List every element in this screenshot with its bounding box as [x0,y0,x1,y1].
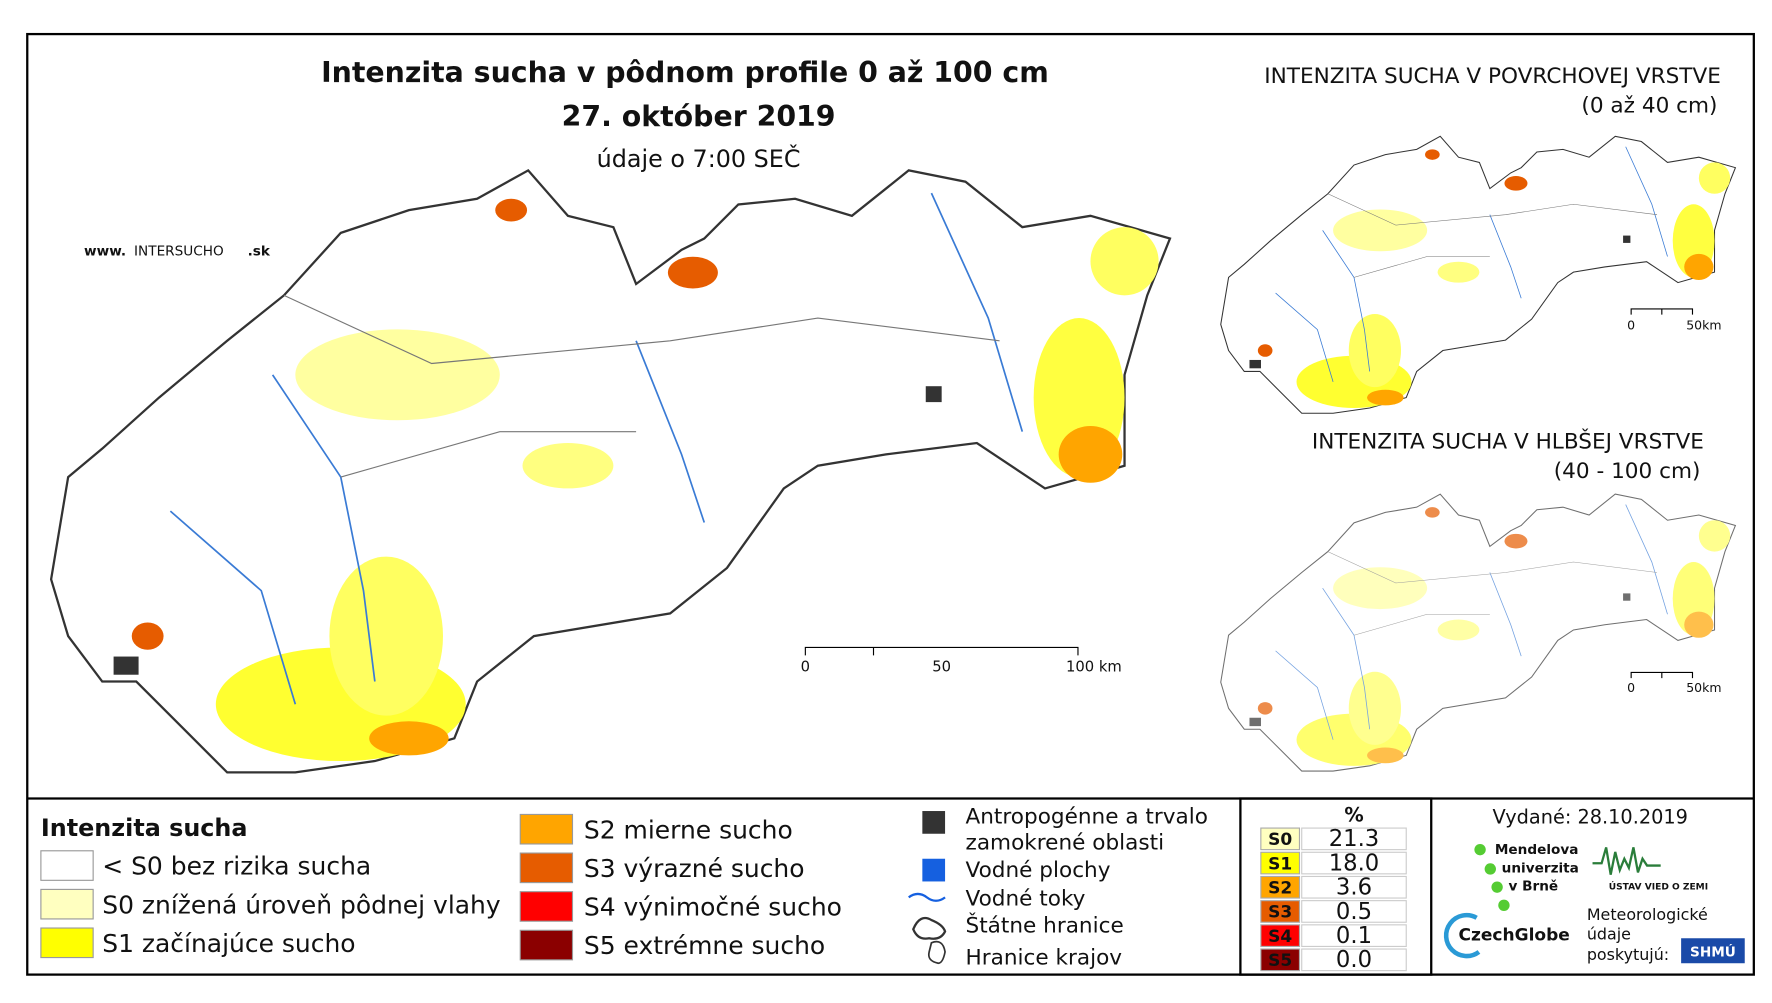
website-suffix: .sk [248,244,271,260]
class-label: S4 [1268,927,1292,947]
legend-swatch [519,891,574,922]
inset-title: INTENZITA SUCHA V POVRCHOVEJ VRSTVE [1264,64,1721,89]
percent-value: 0.0 [1336,947,1372,973]
class-cell [1260,900,1301,923]
website-prefix: www. [84,244,126,260]
legend-label: Vodné plochy [966,858,1111,883]
date: 27. október 2019 [562,100,836,133]
inset-map-surface [1221,136,1736,413]
legend-label: S4 výnimočné sucho [584,893,842,922]
legend-swatch [519,813,574,845]
value-cell [1301,851,1407,875]
scale-label: 50km [1686,317,1721,332]
main-map [51,170,1170,772]
scale-label: 100 km [1066,658,1122,675]
class-label: S3 [1268,903,1292,923]
value-cell [1301,924,1407,947]
legend-swatch [40,927,94,959]
scale-label: 0 [1627,680,1635,695]
website-name: INTERSUCHO [134,244,224,260]
inset-title: INTENZITA SUCHA V HLBŠEJ VRSTVE [1312,429,1704,455]
value-cell [1301,827,1407,851]
value-cell [1301,900,1407,923]
mendel-line: v Brně [1508,879,1558,895]
legend-label: < S0 bez rizika sucha [102,852,371,881]
inset-map-deep [1221,494,1736,771]
inset-subtitle: (0 až 40 cm) [1581,93,1717,118]
legend-label: Hranice krajov [966,945,1123,970]
legend-swatch [519,852,574,884]
percent-table: % S0 21.3 S1 18.0 S2 3.6 S3 0.5 S4 0.1 S5 0.0 [1239,797,1433,976]
frame [26,32,1755,976]
legend-label: Štátne hranice [966,913,1124,939]
scale-label: 0 [801,658,810,675]
legend-label: Vodné toky [966,886,1086,911]
mendel-line: univerzita [1502,860,1579,876]
class-label: S2 [1268,878,1292,898]
legend-label: S5 extrémne sucho [584,931,825,960]
legend-label: S3 výrazné sucho [584,854,805,883]
class-label: S5 [1268,951,1292,971]
mendel-line: Mendelova [1495,842,1579,858]
class-cell [1260,851,1301,875]
time: údaje o 7:00 SEČ [597,145,801,173]
legend-title: Intenzita sucha [41,814,248,842]
class-cell [1260,875,1301,899]
scale-label: 0 [1627,317,1635,332]
class-label: S0 [1268,830,1292,850]
legend-label: zamokrené oblasti [966,831,1165,856]
class-cell [1260,827,1301,851]
uvz-logo: ÚSTAV VIED O ZEMI [1609,880,1708,892]
value-cell [1301,875,1407,899]
scale-bar: 0 50 100 km [801,646,1122,675]
class-label: S1 [1268,854,1292,874]
scale-label: 50 [932,658,951,675]
met-line: údaje [1587,924,1631,943]
percent-value: 0.5 [1336,899,1372,925]
percent-value: 18.0 [1329,850,1380,876]
class-cell [1260,948,1301,972]
legend-label: S0 znížená úroveň pôdnej vlahy [102,890,501,919]
shmu-logo: SHMÚ [1690,942,1736,960]
met-line: poskytujú: [1587,945,1669,964]
percent-value: 0.1 [1336,923,1372,949]
title: Intenzita sucha v pôdnom profile 0 až 10… [321,56,1049,89]
percent-value: 3.6 [1336,875,1372,901]
inset-scale: 0 50km 0 50km [1627,308,1721,695]
legend-label: S1 začínajúce sucho [102,929,355,958]
value-cell [1301,948,1407,972]
legend-label: S2 mierne sucho [584,815,793,844]
legend: < S0 bez rizika sucha S0 znížená úroveň p… [40,813,842,961]
issued: Vydané: 28.10.2019 [1493,806,1688,829]
met-line: Meteorologické [1587,905,1708,924]
legend-swatch [40,850,94,881]
percent-value: 21.3 [1329,826,1380,852]
credits: Vydané: 28.10.2019 Mendelova univerzita … [1443,806,1745,964]
legend-swatch [519,929,574,961]
legend-label: Antropogénne a trvalo [966,805,1208,830]
inset-subtitle: (40 - 100 cm) [1554,459,1701,484]
czechglobe-logo: CzechGlobe [1458,926,1569,946]
scale-label: 50km [1686,680,1721,695]
legend-swatch [40,888,94,920]
table-header: % [1344,803,1363,826]
class-cell [1260,924,1301,947]
